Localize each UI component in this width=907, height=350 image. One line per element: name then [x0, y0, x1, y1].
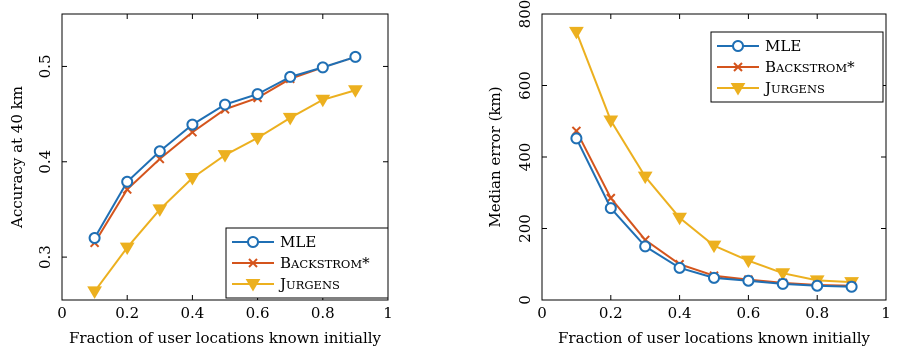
marker-triangle	[185, 172, 200, 186]
x-tick-label: 0.8	[805, 304, 829, 322]
x-tick-label: 0	[537, 304, 547, 322]
plot-frame	[61, 13, 389, 301]
marker-triangle	[250, 132, 265, 146]
y-axis-label: Median error (km)	[486, 86, 504, 227]
marker-triangle	[119, 242, 135, 256]
x-axis-label: Fraction of user locations known initial…	[69, 329, 382, 347]
marker-circle	[845, 280, 858, 293]
series-jurgens	[87, 85, 363, 299]
marker-x	[248, 258, 258, 268]
marker-circle	[186, 118, 199, 131]
y-tick-label: 600	[516, 71, 534, 100]
marker-circle	[349, 50, 362, 63]
series-mle	[570, 132, 858, 293]
marker-circle	[604, 202, 617, 215]
y-axis-label: Accuracy at 40 km	[8, 86, 26, 229]
marker-circle	[88, 232, 101, 245]
x-axis-label: Fraction of user locations known initial…	[558, 329, 871, 347]
marker-triangle	[245, 279, 261, 292]
marker-circle	[247, 236, 259, 248]
marker-circle	[639, 240, 652, 253]
legend-label: MLE	[280, 233, 316, 251]
legend-label: JURGENS	[763, 79, 825, 97]
marker-triangle	[706, 240, 722, 254]
y-tick-label: 800	[516, 0, 534, 28]
x-tick-label: 0.8	[311, 304, 335, 322]
y-tick-label: 0.4	[36, 150, 54, 174]
chart-panel-2: 0 0.2 0.4 0.6 0.8 1 0 200 400 600 800 Fraction of u…	[486, 0, 891, 347]
x-tick-label: 0	[57, 304, 67, 322]
marker-triangle	[637, 171, 653, 185]
series-line	[575, 130, 852, 287]
x-tick-label: 1	[383, 304, 393, 322]
legend-label: MLE	[765, 37, 801, 55]
marker-triangle	[282, 112, 298, 126]
marker-circle	[776, 277, 789, 290]
legend: MLE BACKSTROM* JURGENS	[225, 227, 389, 299]
marker-circle	[732, 40, 744, 52]
series-line	[575, 137, 852, 288]
marker-triangle	[152, 204, 168, 217]
marker-triangle	[775, 268, 791, 281]
marker-circle	[153, 145, 166, 158]
marker-circle	[316, 61, 329, 74]
y-tick-label: 200	[516, 214, 534, 243]
x-tick-label: 0.4	[668, 304, 692, 322]
marker-triangle	[603, 115, 619, 129]
marker-circle	[121, 175, 134, 188]
marker-triangle	[730, 83, 746, 96]
legend-label: BACKSTROM*	[765, 58, 855, 76]
x-tick-label: 0.4	[180, 304, 204, 322]
x-tick-label: 0.2	[599, 304, 623, 322]
x-tick-label: 1	[881, 304, 891, 322]
marker-circle	[251, 88, 264, 101]
marker-triangle	[217, 150, 233, 163]
marker-circle	[570, 132, 583, 145]
marker-triangle	[87, 286, 102, 299]
y-tick-label: 0.5	[36, 55, 54, 79]
marker-x	[733, 62, 743, 72]
marker-circle	[284, 70, 297, 83]
series-backstrom	[89, 52, 361, 248]
series-line	[93, 55, 356, 239]
series-line	[93, 55, 356, 244]
marker-circle	[673, 261, 686, 274]
series-jurgens	[569, 26, 859, 290]
marker-triangle	[348, 85, 363, 98]
y-tick-label: 400	[516, 143, 534, 172]
legend-label: BACKSTROM*	[280, 254, 370, 272]
legend: MLE BACKSTROM* JURGENS	[710, 31, 884, 103]
series-mle	[88, 50, 362, 245]
marker-triangle	[569, 26, 584, 40]
marker-circle	[219, 98, 231, 111]
y-tick-label: 0.3	[36, 245, 54, 269]
marker-triangle	[315, 94, 331, 108]
legend-label: JURGENS	[278, 275, 340, 293]
x-tick-label: 0.6	[246, 304, 270, 322]
chart-panel-1: 0 0.2 0.4 0.6 0.8 1 0.3 0.4 0.5 Fraction of user …	[8, 13, 393, 347]
marker-circle	[708, 271, 720, 284]
x-tick-label: 0.2	[115, 304, 139, 322]
marker-circle	[811, 279, 824, 292]
marker-triangle	[672, 212, 687, 226]
marker-circle	[742, 274, 755, 287]
marker-triangle	[741, 255, 756, 269]
y-tick-label: 0	[516, 295, 534, 305]
x-tick-label: 0.6	[736, 304, 760, 322]
